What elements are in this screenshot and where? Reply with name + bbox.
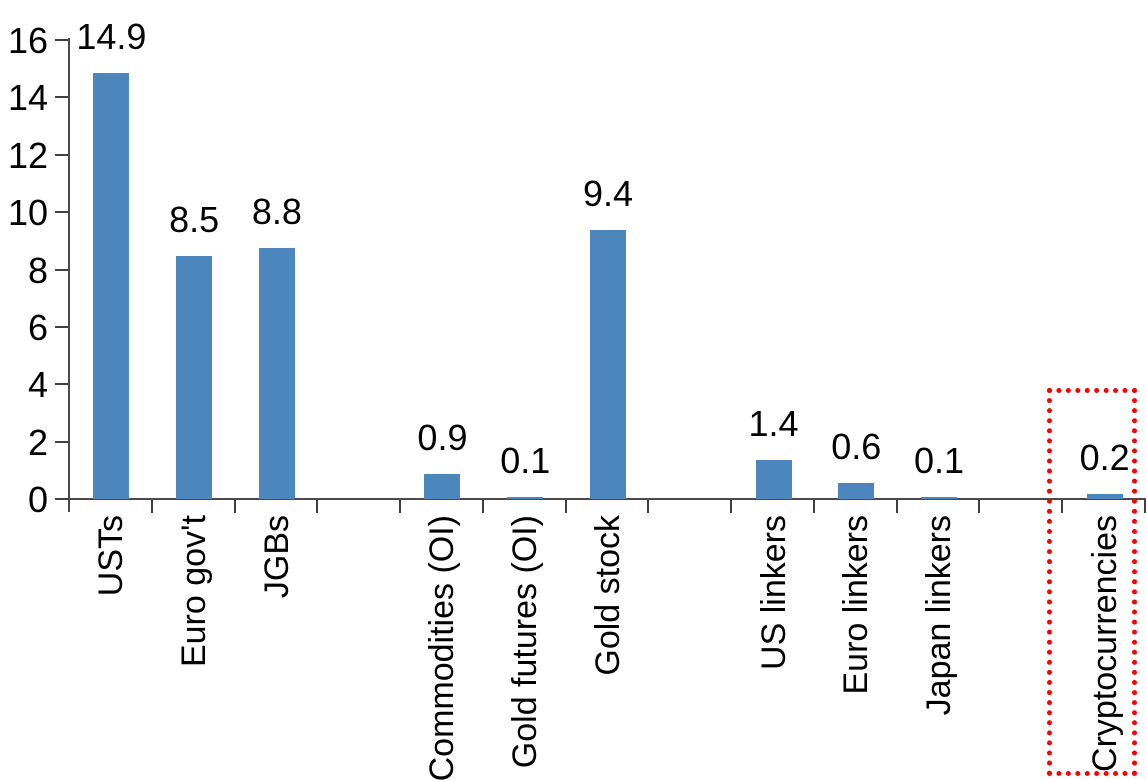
bar-euro-linkers	[838, 482, 875, 499]
x-axis-label-usts: USTs	[92, 515, 131, 597]
bar-us-linkers	[755, 459, 792, 499]
y-axis-tick-label: 2	[27, 421, 48, 463]
x-axis-tick	[399, 500, 402, 513]
bar-value-label-gold-futures-oi: 0.1	[500, 440, 551, 482]
bar-gold-futures-oi	[507, 497, 544, 499]
bar-value-label-us-linkers: 1.4	[748, 402, 799, 444]
y-axis-tick-label: 12	[7, 134, 48, 176]
y-axis-tick	[55, 153, 68, 156]
y-axis-tick-label: 16	[7, 20, 48, 61]
y-axis-tick	[55, 440, 68, 443]
x-axis-tick	[647, 500, 650, 513]
x-axis-tick	[895, 500, 898, 513]
bar-value-label-jgbs: 8.8	[251, 190, 302, 232]
x-axis-label-gold-futures-oi: Gold futures (OI)	[506, 515, 545, 769]
x-axis-tick	[1144, 500, 1146, 513]
y-axis-tick	[55, 498, 68, 500]
x-axis-label-euro-linkers: Euro linkers	[837, 515, 876, 695]
x-axis-tick	[316, 500, 319, 513]
x-axis-label-us-linkers: US linkers	[754, 515, 793, 670]
bar-value-label-euro-linkers: 0.6	[831, 425, 882, 467]
bar-cryptocurrencies	[1086, 494, 1123, 499]
bar-japan-linkers	[921, 497, 958, 499]
bar-usts	[93, 72, 130, 499]
y-axis-tick-label: 6	[27, 306, 48, 348]
bar-value-label-commodities-oi: 0.9	[417, 417, 468, 459]
x-axis-tick	[1061, 500, 1064, 513]
x-axis-tick	[564, 500, 567, 513]
y-axis-tick	[55, 325, 68, 328]
x-axis-line	[68, 498, 1146, 500]
y-axis-tick-label: 4	[27, 364, 48, 406]
y-axis-tick	[55, 96, 68, 99]
y-axis-line	[68, 38, 70, 512]
y-axis-tick	[55, 268, 68, 271]
x-axis-label-jgbs: JGBs	[257, 515, 296, 599]
x-axis-label-gold-stock: Gold stock	[589, 515, 627, 676]
bar-commodities-oi	[424, 474, 461, 499]
y-axis-tick-label: 8	[27, 249, 48, 291]
x-axis-tick	[233, 500, 236, 513]
bar-jgbs	[258, 247, 295, 499]
bar-value-label-japan-linkers: 0.1	[914, 440, 965, 482]
y-axis-tick-label: 14	[7, 77, 48, 119]
x-axis-label-commodities-oi: Commodities (OI)	[423, 515, 462, 780]
x-axis-tick	[730, 500, 733, 513]
bar-gold-stock	[590, 230, 626, 499]
x-axis-tick	[978, 500, 981, 513]
y-axis-tick-label: 0	[27, 479, 48, 520]
y-axis-tick	[55, 39, 68, 41]
highlight-box-cryptocurrencies	[1047, 388, 1137, 776]
y-axis-tick	[55, 211, 68, 214]
x-axis-tick	[150, 500, 153, 513]
bar-value-label-gold-stock: 9.4	[582, 173, 634, 215]
x-axis-label-japan-linkers: Japan linkers	[920, 515, 959, 716]
y-axis-tick-label: 10	[7, 192, 48, 234]
bar-value-label-cryptocurrencies: 0.2	[1079, 437, 1130, 479]
bar-value-label-usts: 14.9	[76, 15, 147, 57]
x-axis-tick	[812, 500, 815, 513]
y-axis-tick	[55, 383, 68, 386]
bar-value-label-euro-gov-t: 8.5	[169, 199, 220, 241]
bar-euro-gov-t	[176, 256, 213, 499]
x-axis-label-euro-gov-t: Euro gov't	[175, 515, 214, 668]
x-axis-tick	[481, 500, 484, 513]
